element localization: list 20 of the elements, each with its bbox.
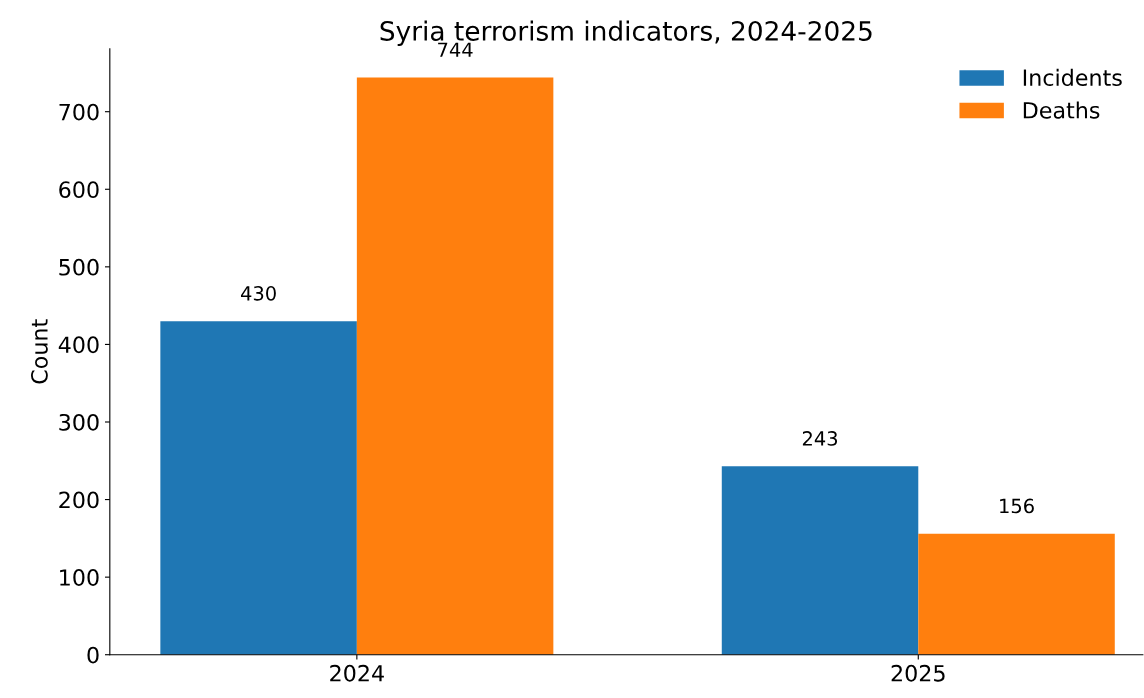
- bar: [356, 77, 554, 655]
- y-tick-label: 100: [60, 569, 99, 586]
- y-tick-label: 700: [59, 103, 99, 121]
- y-tick-label: 600: [59, 181, 99, 199]
- y-tick-label: 200: [59, 491, 99, 509]
- x-tick-label: 2025: [891, 664, 945, 682]
- bar: [721, 466, 919, 655]
- y-tick-label: 300: [59, 413, 99, 431]
- y-axis-title: Count: [31, 319, 48, 384]
- bar: [918, 533, 1115, 655]
- y-tick-label: 0: [87, 646, 99, 664]
- y-tick-label: 400: [58, 336, 99, 354]
- data-label: 430: [241, 286, 276, 301]
- data-label: 156: [1000, 498, 1034, 514]
- bar: [160, 321, 357, 655]
- data-label: 243: [802, 431, 838, 446]
- legend-label: Incidents: [1023, 68, 1122, 87]
- y-tick-label: 500: [59, 258, 99, 276]
- x-tick-label: 2024: [330, 664, 384, 682]
- legend-label: Deaths: [1023, 101, 1100, 119]
